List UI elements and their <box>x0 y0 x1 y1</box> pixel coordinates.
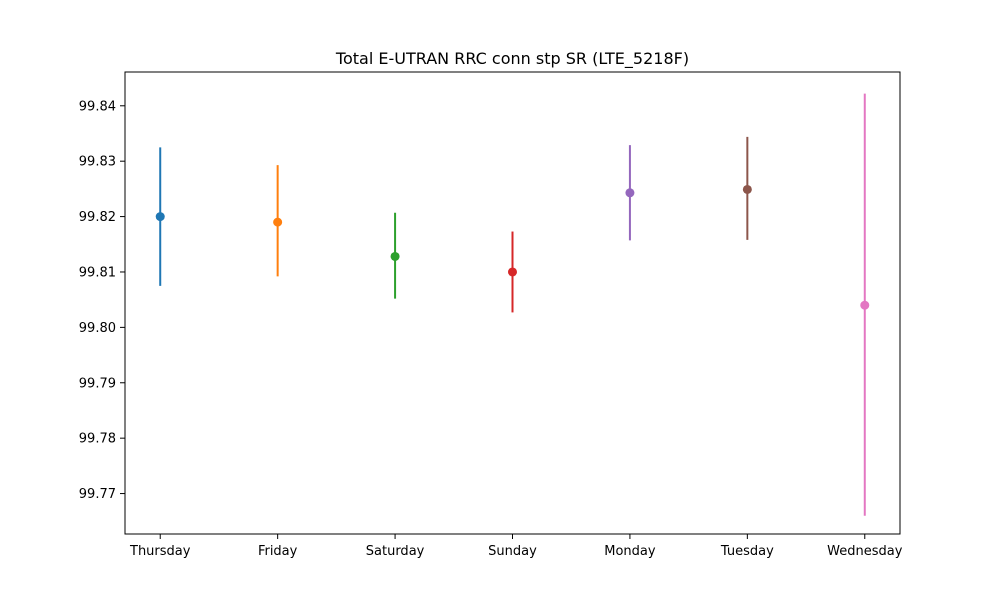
x-tick-label: Thursday <box>129 544 191 559</box>
y-tick-label: 99.78 <box>79 432 116 447</box>
data-point <box>508 267 517 277</box>
y-tick-label: 99.81 <box>79 265 116 280</box>
y-tick-label: 99.82 <box>79 210 116 225</box>
y-tick-label: 99.80 <box>79 321 116 336</box>
x-tick-label: Friday <box>258 544 298 559</box>
y-axis: 99.77 99.78 99.79 99.80 99.81 99.82 99.83 99.84 <box>79 99 125 502</box>
y-tick-label: 99.79 <box>79 376 116 391</box>
y-tick-label: 99.83 <box>79 155 116 170</box>
plot-area-frame <box>124 71 901 535</box>
x-tick-label: Sunday <box>488 544 537 559</box>
data-point <box>860 300 870 310</box>
data-point <box>390 251 400 261</box>
data-point <box>155 212 165 222</box>
series-marks <box>155 93 870 516</box>
data-point <box>742 184 752 194</box>
x-tick-label: Tuesday <box>720 544 774 559</box>
x-tick-label: Wednesday <box>827 544 903 559</box>
x-axis: Thursday Friday Saturday Sunday Monday Tuesda… <box>129 534 903 559</box>
data-point <box>273 217 283 227</box>
data-point <box>625 188 635 198</box>
y-tick-label: 99.84 <box>79 99 116 114</box>
y-tick-label: 99.77 <box>79 487 116 502</box>
x-tick-label: Monday <box>604 544 656 559</box>
chart-title: Total E-UTRAN RRC conn stp SR (LTE_5218F… <box>335 49 689 69</box>
x-tick-label: Saturday <box>366 544 425 559</box>
